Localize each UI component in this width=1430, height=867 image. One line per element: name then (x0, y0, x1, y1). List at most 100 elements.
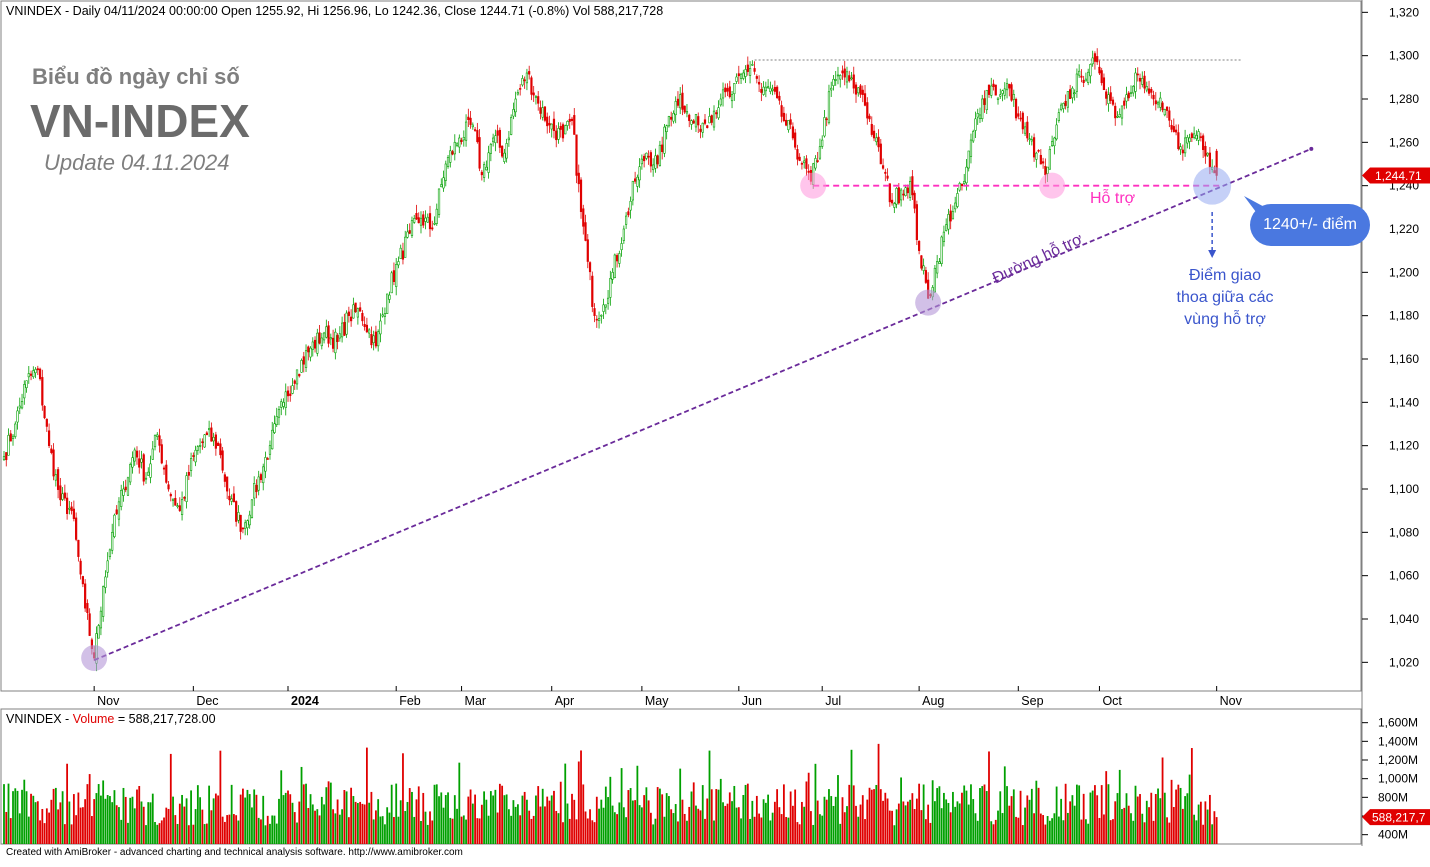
volume-bar (1123, 807, 1126, 844)
candle-body (117, 501, 121, 520)
price-tick-label: 1,140 (1389, 395, 1419, 409)
candle-body (852, 74, 855, 89)
volume-bars-layer (3, 743, 1218, 844)
candle-body (730, 94, 734, 102)
volume-bar (23, 779, 26, 844)
candle-body (710, 115, 713, 123)
candle-body (1179, 146, 1182, 150)
candle-body (579, 179, 583, 212)
target-level-pill: 1240+/- điểm (1250, 204, 1370, 246)
candle-body (960, 183, 964, 187)
volume-bar (616, 814, 618, 844)
volume-bar (226, 815, 229, 844)
volume-bar (483, 791, 486, 844)
candle-body (135, 450, 139, 458)
candle-body (863, 93, 867, 106)
candle-body (212, 436, 215, 442)
candle-body (618, 253, 621, 264)
candle-body (492, 137, 495, 143)
volume-bar (1048, 820, 1051, 844)
volume-bar (834, 796, 837, 844)
volume-bar (388, 812, 391, 844)
volume-bar (828, 789, 830, 844)
volume-bar (810, 811, 812, 844)
candle-body (68, 507, 71, 510)
candle-body (609, 278, 612, 298)
candle-body (185, 475, 188, 502)
candle-body (534, 96, 538, 98)
volume-bar (1080, 819, 1083, 844)
candle-body (1129, 92, 1133, 95)
candle-body (1060, 104, 1063, 110)
volume-bar (1039, 813, 1042, 844)
candle-body (59, 485, 62, 501)
candle-body (122, 488, 125, 496)
volume-bar (1073, 805, 1076, 844)
volume-bar (690, 791, 693, 844)
candle-body (888, 183, 891, 203)
volume-bar (109, 796, 111, 844)
candle-body (595, 318, 598, 321)
candle-body (1046, 166, 1049, 174)
volume-bar (947, 802, 950, 844)
month-label: Nov (1220, 694, 1243, 708)
candle-body (480, 171, 483, 176)
candle-body (640, 158, 643, 165)
price-pane-frame (0, 0, 1362, 692)
candle-body (902, 193, 905, 196)
candle-body (255, 484, 258, 493)
candle-body (230, 498, 233, 502)
volume-bar (57, 809, 59, 844)
volume-bar (458, 762, 461, 844)
volume-bar (341, 809, 343, 844)
candle-body (602, 304, 605, 312)
volume-bar (1030, 788, 1033, 844)
volume-bar (1094, 785, 1096, 844)
annotation-overlays: 1,244.71 588,217,7 (81, 146, 1430, 826)
volume-bar (544, 806, 546, 844)
volume-bar (93, 799, 96, 844)
candle-body (320, 337, 323, 347)
candle-body (523, 79, 526, 82)
candle-body (1021, 112, 1024, 130)
candle-body (530, 77, 533, 95)
volume-bar (442, 807, 445, 844)
volume-bar (904, 805, 907, 844)
candle-body (818, 146, 822, 159)
candle-body (1003, 88, 1006, 96)
volume-header-prefix: VNINDEX - (6, 712, 73, 726)
volume-bar (965, 790, 968, 844)
candle-body (1183, 137, 1187, 154)
candle-body (487, 152, 490, 173)
volume-bar (81, 807, 84, 844)
candle-body (827, 91, 831, 124)
candle-body (1010, 84, 1013, 101)
candle-body (1012, 94, 1015, 100)
volume-bar (476, 818, 479, 844)
volume-bar (32, 795, 35, 844)
candle-body (266, 458, 269, 460)
volume-bar (435, 784, 438, 844)
candle-body (967, 150, 970, 169)
month-label: Apr (555, 694, 574, 708)
volume-bar (438, 796, 440, 844)
candle-body (676, 98, 680, 106)
volume-bar (582, 784, 585, 844)
volume-bar (1098, 817, 1101, 844)
candle-body (174, 497, 177, 506)
volume-bar (190, 790, 192, 844)
candle-body (451, 151, 454, 155)
volume-bar (631, 800, 634, 844)
candle-body (505, 143, 508, 159)
candle-body (782, 112, 785, 121)
month-label: Nov (97, 694, 120, 708)
volume-bar (167, 808, 170, 844)
highlight-circle (81, 645, 108, 671)
candle-body (643, 155, 646, 162)
volume-bar (1161, 757, 1164, 844)
candle-body (965, 166, 968, 184)
volume-bar (307, 808, 310, 844)
month-label: May (645, 694, 669, 708)
candle-body (54, 474, 57, 481)
volume-bar (417, 786, 420, 844)
